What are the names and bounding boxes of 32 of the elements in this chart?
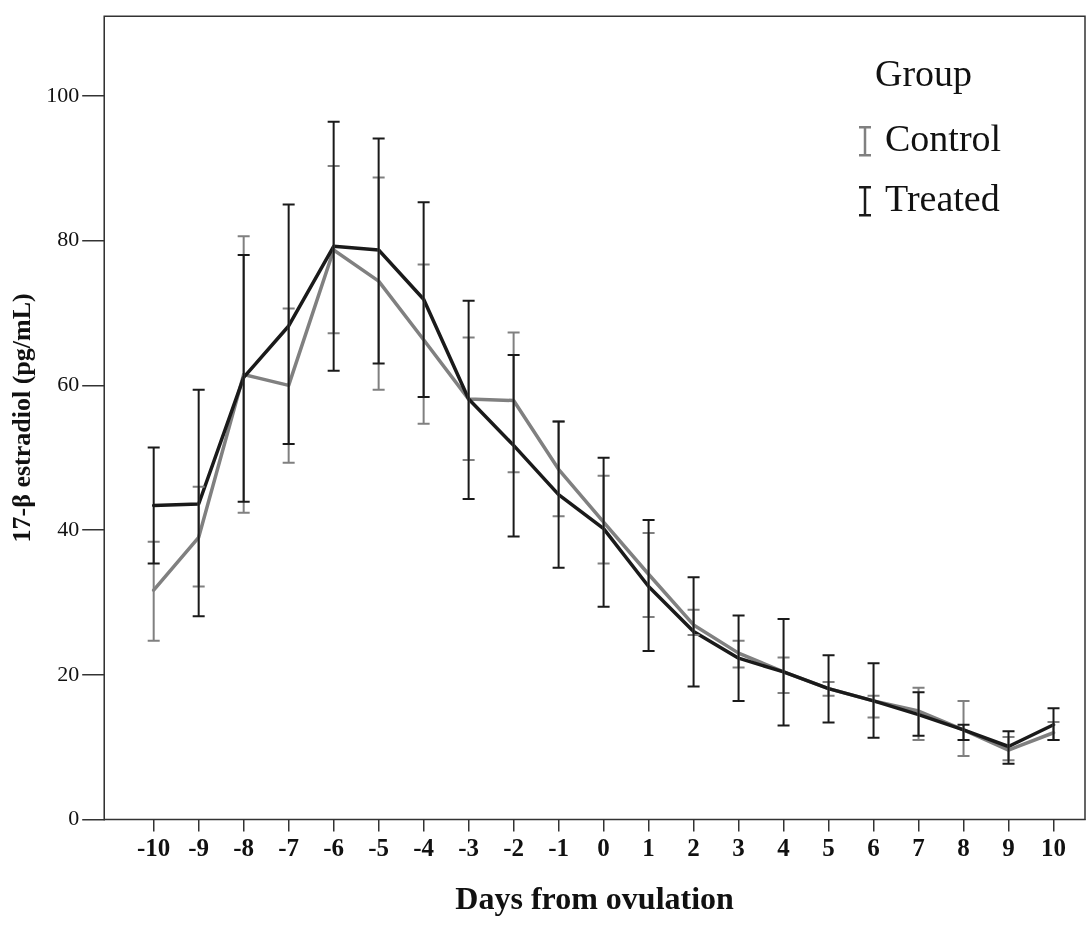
- x-tick-label: 3: [732, 834, 745, 862]
- x-tick-label: 5: [822, 834, 835, 862]
- x-tick-label: -3: [458, 834, 480, 862]
- x-tick-label: 10: [1041, 834, 1067, 862]
- y-tick-label: 100: [46, 81, 80, 107]
- legend-label: Treated: [885, 177, 1000, 220]
- legend-title: Group: [875, 52, 973, 95]
- x-tick-label: 1: [642, 834, 655, 862]
- x-tick-label: 7: [912, 834, 925, 862]
- legend-label: Control: [885, 117, 1002, 160]
- y-tick-label: 40: [57, 515, 80, 541]
- x-tick-label: -9: [188, 834, 210, 862]
- y-tick-label: 20: [57, 660, 80, 686]
- x-tick-label: 9: [1002, 834, 1015, 862]
- y-axis-title: 17-β estradiol (pg/mL): [7, 293, 37, 543]
- x-tick-label: -10: [137, 834, 171, 862]
- x-tick-label: 8: [957, 834, 970, 862]
- x-tick-label: -7: [278, 834, 300, 862]
- y-tick-label: 0: [68, 805, 80, 831]
- x-tick-label: 0: [597, 834, 610, 862]
- x-tick-label: -8: [233, 834, 255, 862]
- x-tick-label: 4: [777, 834, 791, 862]
- x-tick-label: -2: [503, 834, 525, 862]
- y-tick-label: 80: [57, 226, 80, 252]
- y-tick-label: 60: [57, 371, 80, 397]
- x-tick-label: 6: [867, 834, 880, 862]
- x-tick-label: -4: [413, 834, 435, 862]
- x-tick-label: 2: [687, 834, 700, 862]
- x-axis-title: Days from ovulation: [455, 880, 735, 917]
- x-tick-label: -5: [368, 834, 390, 862]
- x-tick-label: -6: [323, 834, 345, 862]
- x-tick-label: -1: [548, 834, 570, 862]
